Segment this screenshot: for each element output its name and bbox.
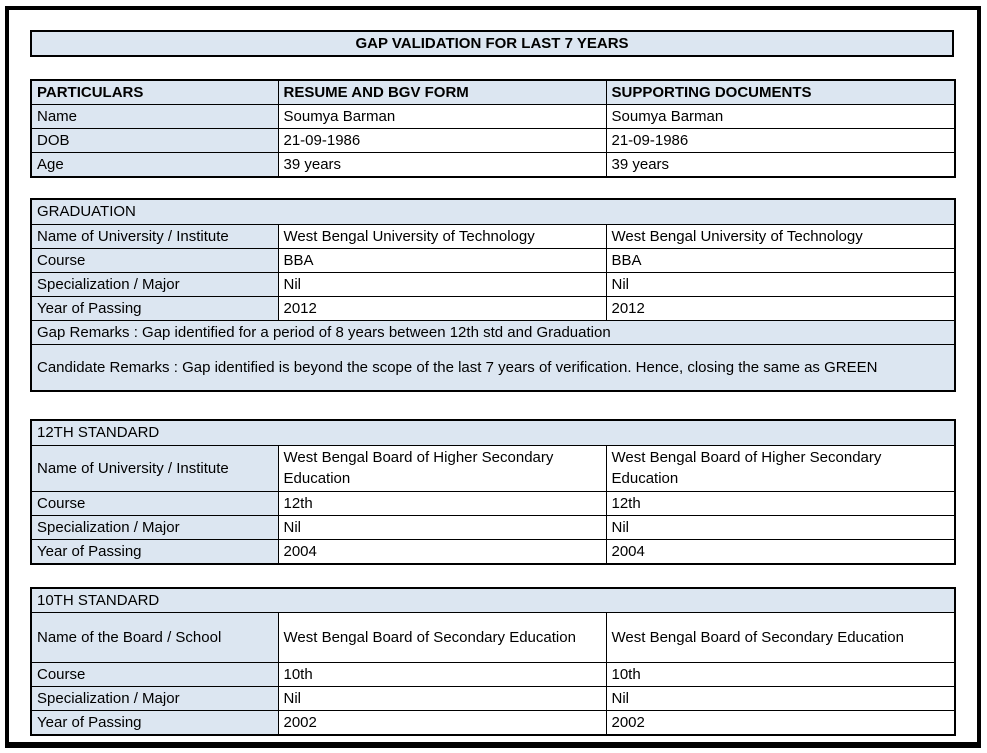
graduation-section-title: GRADUATION — [30, 198, 956, 225]
table-row-tenth-board: Name of the Board / School West Bengal B… — [30, 612, 956, 663]
table-row-age: Age 39 years 39 years — [30, 152, 956, 178]
twelfth-university-resume-value: West Bengal Board of Higher Secondary Ed… — [277, 444, 607, 492]
graduation-specialization-supporting-value: Nil — [605, 271, 956, 297]
particulars-header-row: PARTICULARS RESUME AND BGV FORM SUPPORTI… — [30, 79, 956, 105]
row-label-dob: DOB — [30, 128, 279, 153]
row-label-name: Name — [30, 104, 279, 129]
candidate-remarks-row: Candidate Remarks : Gap identified is be… — [30, 343, 956, 392]
row-label-university: Name of University / Institute — [30, 444, 279, 492]
table-row-tenth-course: Course 10th 10th — [30, 662, 956, 687]
tenth-specialization-resume-value: Nil — [277, 686, 607, 711]
table-row-graduation-specialization: Specialization / Major Nil Nil — [30, 271, 956, 297]
table-row-twelfth-course: Course 12th 12th — [30, 490, 956, 516]
row-label-specialization: Specialization / Major — [30, 514, 279, 540]
tenth-year-supporting-value: 2002 — [605, 710, 956, 736]
row-label-specialization: Specialization / Major — [30, 686, 279, 711]
graduation-section-header-row: GRADUATION — [30, 198, 956, 225]
row-label-course: Course — [30, 662, 279, 687]
table-row-graduation-year: Year of Passing 2012 2012 — [30, 295, 956, 321]
table-row-graduation-course: Course BBA BBA — [30, 247, 956, 273]
graduation-course-supporting-value: BBA — [605, 247, 956, 273]
twelfth-standard-table: 12TH STANDARD Name of University / Insti… — [30, 419, 956, 565]
table-row-tenth-year: Year of Passing 2002 2002 — [30, 710, 956, 736]
row-label-age: Age — [30, 152, 279, 178]
graduation-university-resume-value: West Bengal University of Technology — [277, 223, 607, 249]
document-page-border — [5, 6, 981, 748]
gap-remarks-row: Gap Remarks : Gap identified for a perio… — [30, 319, 956, 345]
document-content: GAP VALIDATION FOR LAST 7 YEARS PARTICUL… — [30, 30, 956, 736]
graduation-year-resume-value: 2012 — [277, 295, 607, 321]
row-label-year-of-passing: Year of Passing — [30, 710, 279, 736]
name-supporting-value: Soumya Barman — [605, 104, 956, 129]
table-row-twelfth-university: Name of University / Institute West Beng… — [30, 444, 956, 492]
row-label-board-school: Name of the Board / School — [30, 612, 279, 663]
name-resume-value: Soumya Barman — [277, 104, 607, 129]
dob-supporting-value: 21-09-1986 — [605, 128, 956, 153]
row-label-year-of-passing: Year of Passing — [30, 538, 279, 564]
graduation-table: GRADUATION Name of University / Institut… — [30, 198, 956, 392]
graduation-specialization-resume-value: Nil — [277, 271, 607, 297]
particulars-table: PARTICULARS RESUME AND BGV FORM SUPPORTI… — [30, 79, 956, 178]
twelfth-section-title: 12TH STANDARD — [30, 419, 956, 446]
table-row-dob: DOB 21-09-1986 21-09-1986 — [30, 128, 956, 153]
twelfth-university-supporting-value: West Bengal Board of Higher Secondary Ed… — [605, 444, 956, 492]
tenth-standard-table: 10TH STANDARD Name of the Board / School… — [30, 586, 956, 736]
tenth-board-resume-value: West Bengal Board of Secondary Education — [277, 612, 607, 663]
graduation-course-resume-value: BBA — [277, 247, 607, 273]
tenth-board-supporting-value: West Bengal Board of Secondary Education — [605, 612, 956, 663]
column-header-resume-bgv: RESUME AND BGV FORM — [277, 79, 607, 105]
tenth-section-header-row: 10TH STANDARD — [30, 587, 956, 613]
graduation-year-supporting-value: 2012 — [605, 295, 956, 321]
twelfth-year-supporting-value: 2004 — [605, 538, 956, 564]
table-row-tenth-specialization: Specialization / Major Nil Nil — [30, 686, 956, 711]
document-title: GAP VALIDATION FOR LAST 7 YEARS — [355, 35, 629, 52]
tenth-course-resume-value: 10th — [277, 662, 607, 687]
twelfth-course-supporting-value: 12th — [605, 490, 956, 516]
graduation-university-supporting-value: West Bengal University of Technology — [605, 223, 956, 249]
twelfth-year-resume-value: 2004 — [277, 538, 607, 564]
twelfth-section-header-row: 12TH STANDARD — [30, 419, 956, 446]
table-row-graduation-university: Name of University / Institute West Beng… — [30, 223, 956, 249]
row-label-course: Course — [30, 247, 279, 273]
document-title-bar: GAP VALIDATION FOR LAST 7 YEARS — [30, 30, 954, 57]
row-label-course: Course — [30, 490, 279, 516]
tenth-specialization-supporting-value: Nil — [605, 686, 956, 711]
tenth-year-resume-value: 2002 — [277, 710, 607, 736]
gap-remarks-text: Gap Remarks : Gap identified for a perio… — [30, 319, 956, 345]
table-row-twelfth-year: Year of Passing 2004 2004 — [30, 538, 956, 564]
column-header-particulars: PARTICULARS — [30, 79, 279, 105]
column-header-supporting-docs: SUPPORTING DOCUMENTS — [605, 79, 956, 105]
row-label-year-of-passing: Year of Passing — [30, 295, 279, 321]
table-row-twelfth-specialization: Specialization / Major Nil Nil — [30, 514, 956, 540]
tenth-section-title: 10TH STANDARD — [30, 587, 956, 613]
twelfth-specialization-resume-value: Nil — [277, 514, 607, 540]
age-supporting-value: 39 years — [605, 152, 956, 178]
twelfth-course-resume-value: 12th — [277, 490, 607, 516]
twelfth-specialization-supporting-value: Nil — [605, 514, 956, 540]
candidate-remarks-text: Candidate Remarks : Gap identified is be… — [30, 343, 956, 392]
tenth-course-supporting-value: 10th — [605, 662, 956, 687]
age-resume-value: 39 years — [277, 152, 607, 178]
row-label-university: Name of University / Institute — [30, 223, 279, 249]
table-row-name: Name Soumya Barman Soumya Barman — [30, 104, 956, 129]
dob-resume-value: 21-09-1986 — [277, 128, 607, 153]
row-label-specialization: Specialization / Major — [30, 271, 279, 297]
